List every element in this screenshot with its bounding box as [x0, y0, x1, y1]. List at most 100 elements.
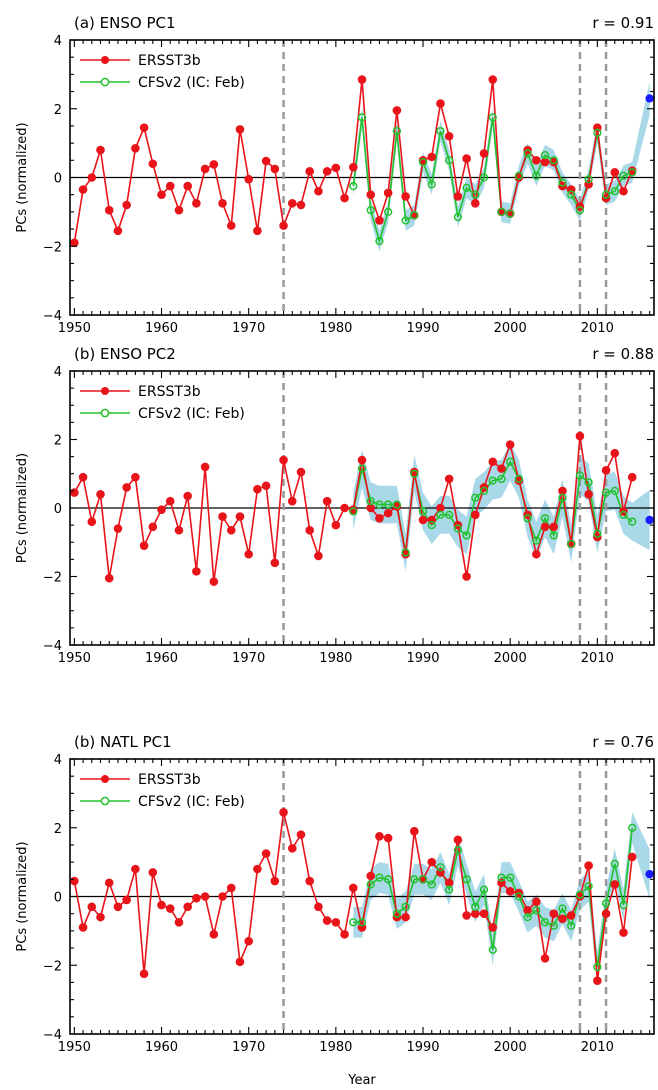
- cfsv2-point-1986: [383, 875, 393, 884]
- x-tick-label: 2010: [581, 321, 614, 336]
- ersst-point-1989: [409, 826, 419, 836]
- cfsv2-point-1991: [427, 880, 436, 889]
- cfsv2-point-1994: [453, 212, 463, 222]
- ersst-point-1962: [174, 525, 184, 535]
- cfsv2-point-1997: [479, 486, 489, 496]
- cfsv2-point-2002: [523, 514, 532, 523]
- x-tick-label: 2010: [581, 651, 614, 666]
- x-tick-label: 2000: [494, 1040, 527, 1055]
- forecast-point: [645, 869, 654, 879]
- cfsv2-point-1987: [392, 126, 402, 136]
- ersst-point-1965: [200, 164, 210, 174]
- ersst-point-1973: [270, 876, 280, 886]
- cfsv2-point-2009: [584, 478, 593, 487]
- cfsv2-point-1992: [436, 863, 445, 872]
- correlation-label: r = 0.88: [592, 345, 654, 363]
- cfsv2-point-2003: [532, 536, 541, 545]
- panel-3: 1950 1960 1970 1980 1990 2000 2010 −4 −2 0 2 4 PCs (…: [15, 733, 655, 1055]
- cfsv2-point-1993: [445, 885, 454, 894]
- cfsv2-point-2012: [610, 859, 619, 868]
- cfsv2-point-1984: [366, 497, 375, 506]
- ersst-point-1997: [479, 149, 489, 158]
- cfsv2-point-1998: [488, 113, 497, 122]
- ersst-point-2005: [549, 522, 559, 532]
- ersst-point-1955: [113, 524, 123, 533]
- cfsv2-point-2007: [567, 190, 576, 199]
- cfsv2-point-1989: [410, 469, 419, 478]
- panel-title: (b) NATL PC1: [74, 733, 172, 751]
- ersst-point-1950: [70, 488, 79, 497]
- cfsv2-point-2004: [540, 514, 550, 523]
- cfsv2-point-2014: [628, 517, 637, 526]
- legend-cfsv2-label: CFSv2 (IC: Feb): [138, 75, 245, 91]
- cfsv2-point-2001: [514, 474, 524, 484]
- ersst-point-1968: [226, 883, 236, 893]
- ersst-point-1980: [331, 917, 341, 927]
- cfsv2-point-2013: [619, 900, 628, 910]
- cfsv2-point-2007: [567, 539, 576, 549]
- forecast-point: [645, 94, 654, 103]
- ersst-point-1996: [471, 198, 480, 208]
- ersst-point-1997: [479, 909, 489, 918]
- cfsv2-point-2014: [628, 168, 637, 177]
- ersst-point-1983: [357, 455, 367, 465]
- ersst-point-1971: [253, 226, 262, 236]
- ersst-point-1953: [96, 145, 105, 155]
- y-tick-label: −4: [43, 309, 62, 324]
- y-tick-label: 0: [54, 891, 62, 906]
- ersst-point-1986: [383, 833, 393, 843]
- ersst-point-1979: [322, 496, 332, 506]
- cfsv2-point-1994: [453, 524, 463, 533]
- ersst-point-1985: [375, 513, 384, 523]
- legend-ersst-label: ERSST3b: [138, 772, 201, 788]
- y-tick-label: 0: [54, 502, 62, 517]
- ersst-point-1982: [348, 883, 358, 893]
- cfsv2-point-2005: [549, 156, 558, 165]
- cfsv2-point-1998: [488, 476, 497, 485]
- y-tick-label: 4: [54, 34, 62, 49]
- ersst-point-1964: [192, 893, 201, 903]
- cfsv2-point-1994: [453, 845, 463, 855]
- ersst-point-1959: [148, 522, 158, 532]
- ersst-point-2004: [540, 157, 550, 167]
- cfsv2-point-2004: [540, 151, 550, 160]
- ersst-point-1958: [139, 123, 149, 132]
- ersst-point-1961: [165, 904, 175, 913]
- ersst-point-1995: [462, 572, 471, 581]
- x-tick-label: 1950: [58, 1040, 91, 1055]
- cfsv2-point-2008: [575, 890, 585, 899]
- legend-cfsv2-marker: [100, 77, 110, 87]
- ersst-point-1982: [348, 162, 358, 172]
- x-tick-label: 1970: [232, 651, 265, 666]
- cfsv2-point-2012: [610, 486, 619, 496]
- ersst-point-1969: [235, 125, 245, 134]
- x-tick-label: 1980: [319, 1040, 352, 1055]
- ersst-point-1967: [218, 198, 227, 208]
- cfsv2-point-2006: [558, 178, 567, 187]
- legend: ERSST3b CFSv2 (IC: Feb): [80, 772, 245, 810]
- ersst-point-1977: [305, 525, 315, 535]
- cfsv2-point-2007: [567, 921, 576, 930]
- ersst-point-1970: [244, 549, 253, 559]
- legend: ERSST3b CFSv2 (IC: Feb): [80, 53, 245, 91]
- ersst-point-1988: [401, 912, 410, 922]
- legend-cfsv2-label: CFSv2 (IC: Feb): [138, 406, 245, 422]
- cfsv2-point-2000: [506, 209, 515, 218]
- ersst-point-1967: [218, 512, 227, 521]
- cfsv2-point-1998: [488, 945, 497, 954]
- y-tick-label: −2: [43, 959, 62, 974]
- cfsv2-point-1985: [375, 873, 384, 882]
- legend-cfsv2-marker: [100, 408, 110, 418]
- ersst-point-1951: [78, 923, 88, 932]
- ersst-point-1953: [96, 490, 105, 499]
- cfsv2-point-2005: [549, 531, 558, 540]
- cfsv2-point-1996: [471, 493, 480, 502]
- cfsv2-point-1995: [462, 183, 471, 192]
- ersst-point-1965: [200, 892, 210, 901]
- ersst-point-1972: [261, 849, 271, 858]
- ersst-point-2011: [601, 909, 611, 918]
- cfsv2-point-1982: [349, 507, 358, 516]
- cfsv2-point-1992: [436, 126, 445, 136]
- ersst-point-2014: [627, 472, 637, 482]
